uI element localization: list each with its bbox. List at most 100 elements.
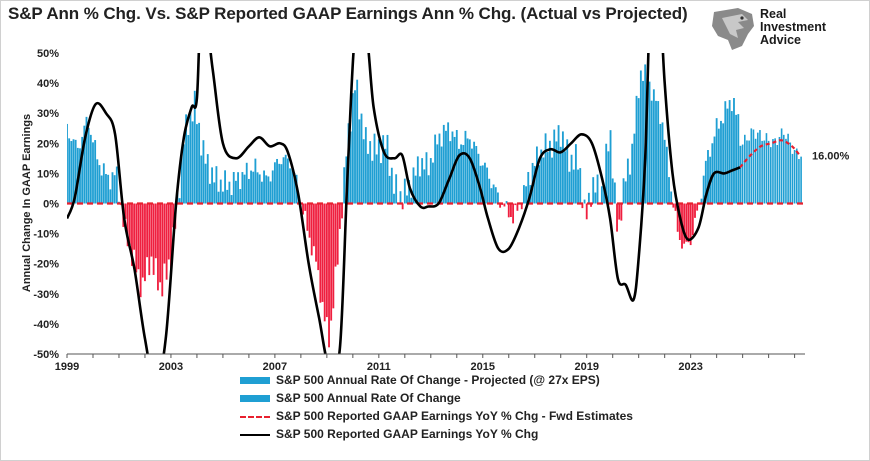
annual-change-bar: [172, 203, 175, 228]
annual-change-bar: [611, 178, 614, 204]
legend-label: S&P 500 Annual Rate Of Change - Projecte…: [276, 373, 600, 387]
annual-change-bar: [613, 182, 616, 204]
projected-change-bar: [741, 144, 744, 204]
annual-change-bar: [481, 165, 484, 204]
annual-change-bar: [561, 131, 564, 204]
annual-change-bar: [74, 139, 77, 204]
y-tick-label: 40%: [37, 78, 59, 90]
annual-change-bar: [449, 141, 452, 204]
annual-change-bar: [650, 100, 653, 204]
projected-change-bar: [785, 138, 787, 204]
annual-change-bar: [289, 168, 291, 204]
annual-change-bar: [85, 116, 88, 204]
annual-change-bar: [637, 98, 640, 204]
annual-change-bar: [683, 203, 686, 244]
annual-change-bar: [150, 203, 153, 257]
annual-change-bar: [276, 158, 278, 204]
annual-change-bar: [618, 203, 621, 220]
annual-change-bar: [635, 95, 638, 204]
annual-change-bar: [124, 203, 127, 219]
annual-change-bar: [319, 203, 322, 303]
annual-change-bar: [646, 82, 649, 204]
annual-change-bar: [79, 148, 81, 204]
annual-change-bar: [434, 134, 437, 204]
annual-change-bar: [306, 203, 309, 231]
annual-change-bar: [622, 178, 625, 204]
annual-change-bar: [152, 203, 155, 275]
projected-change-bar: [756, 132, 759, 204]
annual-change-bar: [96, 159, 99, 204]
annual-change-bar: [373, 133, 376, 204]
annual-change-bar: [583, 199, 586, 204]
projected-change-bar: [746, 140, 748, 204]
annual-change-bar: [239, 189, 242, 204]
annual-change-bar: [403, 178, 406, 204]
annual-change-bar: [455, 129, 458, 204]
annual-change-bar: [427, 175, 430, 204]
annual-change-bar: [161, 203, 164, 297]
annual-change-bar: [527, 171, 530, 204]
annual-change-bar: [661, 122, 664, 204]
annual-change-bar: [213, 182, 216, 204]
annual-change-bar: [416, 156, 419, 204]
legend-label: S&P 500 Reported GAAP Earnings YoY % Chg…: [276, 409, 633, 423]
annual-change-bar: [546, 152, 549, 204]
annual-change-bar: [631, 143, 634, 204]
annual-change-bar: [183, 144, 185, 204]
annual-change-bar: [421, 158, 424, 204]
annual-change-bar: [629, 174, 631, 204]
annual-change-bar: [594, 192, 597, 204]
annual-change-bar: [128, 203, 131, 246]
annual-change-bar: [202, 140, 205, 204]
annual-change-bar: [704, 160, 707, 204]
annual-change-bar: [200, 155, 203, 204]
x-tick-label: 2023: [678, 361, 702, 373]
annual-change-bar: [280, 164, 283, 204]
annual-change-bar: [100, 175, 103, 204]
annual-change-bar: [507, 203, 510, 218]
annual-change-bar: [204, 163, 207, 204]
annual-change-bar: [520, 203, 523, 210]
projected-change-bar: [761, 140, 763, 204]
y-tick-label: -40%: [33, 319, 59, 331]
legend-swatch: [240, 416, 270, 418]
annual-change-bar: [189, 112, 192, 204]
annual-change-bar: [254, 158, 257, 204]
annual-change-bar: [419, 176, 421, 204]
annual-change-bar: [330, 203, 333, 321]
logo-line-3: Advice: [760, 33, 801, 47]
annual-change-bar: [384, 148, 387, 204]
annual-change-bar: [436, 144, 439, 204]
gaap-eps-yoy-line: [67, 53, 741, 354]
annual-change-bar: [369, 141, 372, 204]
annual-change-bar: [620, 203, 623, 221]
annual-change-bar: [111, 172, 114, 204]
annual-change-bar: [585, 203, 588, 220]
annual-change-bar: [380, 163, 382, 204]
annual-change-bar: [165, 203, 168, 280]
annual-change-bar: [616, 203, 618, 232]
annual-change-bar: [735, 114, 738, 204]
annual-change-bar: [442, 124, 445, 204]
annual-change-bar: [533, 165, 536, 204]
annual-change-bar: [691, 203, 694, 236]
annual-change-bar: [144, 203, 146, 282]
y-tick-label: 50%: [37, 48, 59, 60]
annual-change-bar: [226, 189, 229, 204]
annual-change-bar: [282, 157, 285, 204]
projected-change-bar: [752, 129, 755, 204]
projected-change-bar: [769, 147, 772, 204]
projected-change-bar: [776, 144, 779, 204]
x-tick-label: 2003: [159, 361, 183, 373]
x-tick-label: 2015: [471, 361, 495, 373]
annual-change-bar: [159, 203, 162, 283]
annual-change-bar: [633, 133, 636, 204]
annual-change-bar: [102, 163, 105, 204]
annual-change-bar: [343, 167, 346, 204]
annual-change-bar: [514, 203, 517, 206]
annual-change-bar: [733, 98, 735, 204]
projected-change-bar: [774, 138, 776, 204]
annual-change-bar: [224, 170, 227, 204]
annual-change-bar: [685, 203, 688, 242]
annual-change-bar: [325, 203, 328, 318]
